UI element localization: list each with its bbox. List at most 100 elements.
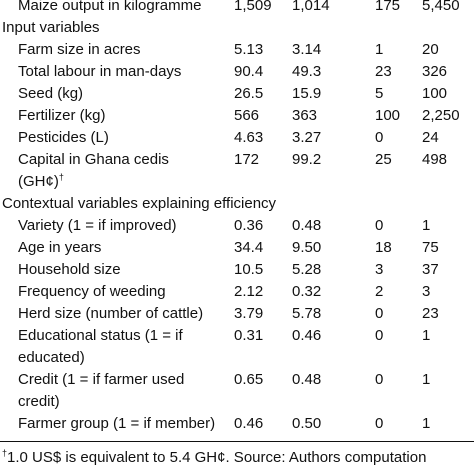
row-label: Seed (kg) (0, 83, 234, 105)
table-row: Fertilizer (kg) 566 363 100 2,250 (0, 105, 474, 127)
cell-value: 175 (375, 0, 401, 14)
cell-value: 90.4 (234, 63, 264, 80)
section-header: Contextual variables explaining efficien… (2, 195, 277, 212)
bottom-rule (0, 441, 474, 442)
cell-value: 23 (422, 305, 439, 322)
note-mark: † (58, 172, 64, 182)
label-line: Age in years (18, 239, 102, 256)
table-row: Input variables (0, 17, 474, 39)
cell-value: 1 (422, 371, 431, 388)
row-label: Fertilizer (kg) (0, 105, 234, 127)
row-label: Educational status (1 = if educated) (0, 325, 234, 369)
table-row: Educational status (1 = if educated) 0.31 0… (0, 325, 474, 369)
label-line: Frequency of weeding (18, 283, 166, 300)
cell-value: 26.5 (234, 85, 264, 102)
cell-value: 20 (422, 41, 439, 58)
row-label: Pesticides (L) (0, 127, 234, 149)
cell-value: 0 (375, 217, 384, 234)
section-header: Input variables (2, 19, 100, 36)
label-line: (GH¢) (18, 173, 59, 190)
cell-value: 0 (375, 327, 384, 344)
label-line: Farm size in acres (18, 41, 141, 58)
cell-value: 172 (234, 151, 260, 168)
cell-value: 0 (375, 371, 384, 388)
cell-value: 5.78 (292, 305, 322, 322)
cell-value: 5 (375, 85, 384, 102)
cell-value: 5,450 (422, 0, 460, 14)
row-label: Farm size in acres (0, 39, 234, 61)
cell-value: 0.31 (234, 327, 264, 344)
row-label: Total labour in man-days (0, 61, 234, 83)
cell-value: 0 (375, 305, 384, 322)
cell-value: 3.14 (292, 41, 322, 58)
table-row: Maize output in kilogramme 1,509 1,014 175 5… (0, 0, 474, 17)
row-label: Herd size (number of cattle) (0, 303, 234, 325)
cell-value: 1 (375, 41, 384, 58)
cell-value: 15.9 (292, 85, 322, 102)
row-label: Variety (1 = if improved) (0, 215, 234, 237)
cell-value: 100 (375, 107, 401, 124)
table: Maize output in kilogramme 1,509 1,014 175 5… (0, 0, 474, 435)
cell-value: 1,014 (292, 0, 330, 14)
cell-value: 4.63 (234, 129, 264, 146)
cell-value: 0.48 (292, 217, 322, 234)
label-line: Capital in Ghana cedis (18, 151, 169, 168)
label-line: Seed (kg) (18, 85, 84, 102)
table-row: Pesticides (L) 4.63 3.27 0 24 (0, 127, 474, 149)
row-label: Maize output in kilogramme (0, 0, 234, 17)
table-row: Credit (1 = if farmer used credit) 0.65 0.4… (0, 369, 474, 413)
cell-value: 5.28 (292, 261, 322, 278)
label-line: Household size (18, 261, 121, 278)
label-line: Educational status (1 = if (18, 327, 183, 344)
cell-value: 1 (422, 327, 431, 344)
table-row: Contextual variables explaining efficien… (0, 193, 474, 215)
cell-value: 0 (375, 415, 384, 432)
table-row: Herd size (number of cattle) 3.79 5.78 0 23 (0, 303, 474, 325)
cell-value: 2 (375, 283, 384, 300)
cell-value: 1 (422, 217, 431, 234)
cell-value: 24 (422, 129, 439, 146)
cell-value: 9.50 (292, 239, 322, 256)
cell-value: 10.5 (234, 261, 264, 278)
cell-value: 0 (375, 129, 384, 146)
row-label: Credit (1 = if farmer used credit) (0, 369, 234, 413)
cell-value: 3.27 (292, 129, 322, 146)
cell-value: 3 (422, 283, 431, 300)
cell-value: 25 (375, 151, 392, 168)
cell-value: 498 (422, 151, 448, 168)
cell-value: 75 (422, 239, 439, 256)
label-line: Fertilizer (kg) (18, 107, 106, 124)
table-row: Frequency of weeding 2.12 0.32 2 3 (0, 281, 474, 303)
cell-value: 0.48 (292, 371, 322, 388)
cell-value: 3 (375, 261, 384, 278)
cell-value: 0.46 (234, 415, 264, 432)
cell-value: 99.2 (292, 151, 322, 168)
table-row: Capital in Ghana cedis (GH¢)† 172 99.2 25 498 (0, 149, 474, 193)
label-line: Variety (1 = if improved) (18, 217, 177, 234)
label-line: Pesticides (L) (18, 129, 109, 146)
label-line: Maize output in kilogramme (18, 0, 202, 14)
row-label: Frequency of weeding (0, 281, 234, 303)
cell-value: 23 (375, 63, 392, 80)
cell-value: 0.65 (234, 371, 264, 388)
cell-value: 37 (422, 261, 439, 278)
cell-value: 49.3 (292, 63, 322, 80)
cell-value: 2.12 (234, 283, 264, 300)
label-line: educated) (18, 349, 85, 366)
cell-value: 1,509 (234, 0, 272, 14)
cell-value: 18 (375, 239, 392, 256)
footnote-mark: † (2, 448, 8, 458)
footnote-text: 1.0 US$ is equivalent to 5.4 GH¢. Source… (7, 449, 427, 466)
row-label: Capital in Ghana cedis (GH¢)† (0, 149, 234, 193)
table-row: Farmer group (1 = if member) 0.46 0.50 0 1 (0, 413, 474, 435)
cell-value: 0.46 (292, 327, 322, 344)
cell-value: 2,250 (422, 107, 460, 124)
label-line: Farmer group (1 = if member) (18, 415, 216, 432)
cell-value: 3.79 (234, 305, 264, 322)
cell-value: 566 (234, 107, 260, 124)
row-label: Farmer group (1 = if member) (0, 413, 234, 435)
table-row: Variety (1 = if improved) 0.36 0.48 0 1 (0, 215, 474, 237)
label-line: Herd size (number of cattle) (18, 305, 204, 322)
